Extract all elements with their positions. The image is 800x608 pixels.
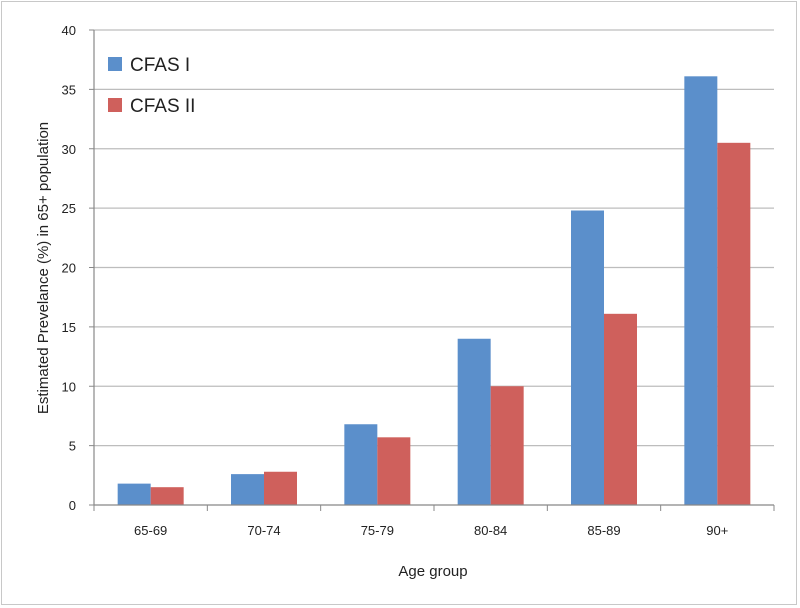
y-tick-labels: 0 5 10 15 20 25 30 35 40 <box>62 23 94 513</box>
bar-cfas-ii-70-74 <box>264 471 297 505</box>
y-tick-label: 20 <box>62 261 76 276</box>
legend-swatch-cfas-1 <box>108 57 122 71</box>
y-tick-label: 5 <box>69 439 76 454</box>
y-tick-label: 0 <box>69 498 76 513</box>
y-tick-label: 25 <box>62 201 76 216</box>
x-tick-label: 90+ <box>706 523 728 538</box>
bar-cfas-i-90+ <box>684 76 718 505</box>
x-tick-label: 65-69 <box>134 523 167 538</box>
y-tick-label: 10 <box>62 379 76 394</box>
bar-cfas-ii-80-84 <box>490 386 524 505</box>
gridlines <box>94 29 774 447</box>
x-tick-label: 85-89 <box>587 523 620 538</box>
legend-label-cfas-1: CFAS I <box>130 55 190 76</box>
y-axis-title: Estimated Prevelance (%) in 65+ populati… <box>35 122 52 414</box>
x-tick-label: 70-74 <box>247 523 280 538</box>
bar-cfas-ii-65-69 <box>150 487 184 505</box>
bar-cfas-i-75-79 <box>344 424 378 505</box>
bar-cfas-ii-75-79 <box>377 437 411 505</box>
bar-cfas-ii-85-89 <box>604 313 637 505</box>
legend-label-cfas-2: CFAS II <box>130 96 195 117</box>
bar-cfas-i-65-69 <box>117 483 151 505</box>
x-axis-title: Age group <box>398 563 467 580</box>
bar-cfas-i-70-74 <box>231 474 264 505</box>
x-tick-labels: 65-69 70-74 75-79 80-84 85-89 90+ <box>93 505 775 538</box>
bar-cfas-i-80-84 <box>457 338 491 505</box>
y-tick-label: 35 <box>62 82 76 97</box>
x-tick-label: 75-79 <box>361 523 394 538</box>
y-tick-label: 30 <box>62 142 76 157</box>
bar-cfas-ii-90+ <box>717 142 751 505</box>
y-tick-label: 40 <box>62 23 76 38</box>
y-tick-label: 15 <box>62 320 76 335</box>
bars <box>117 76 751 505</box>
legend: CFAS I CFAS II <box>108 55 195 117</box>
x-tick-label: 80-84 <box>474 523 507 538</box>
legend-swatch-cfas-2 <box>108 98 122 112</box>
bar-cfas-i-85-89 <box>571 210 604 505</box>
